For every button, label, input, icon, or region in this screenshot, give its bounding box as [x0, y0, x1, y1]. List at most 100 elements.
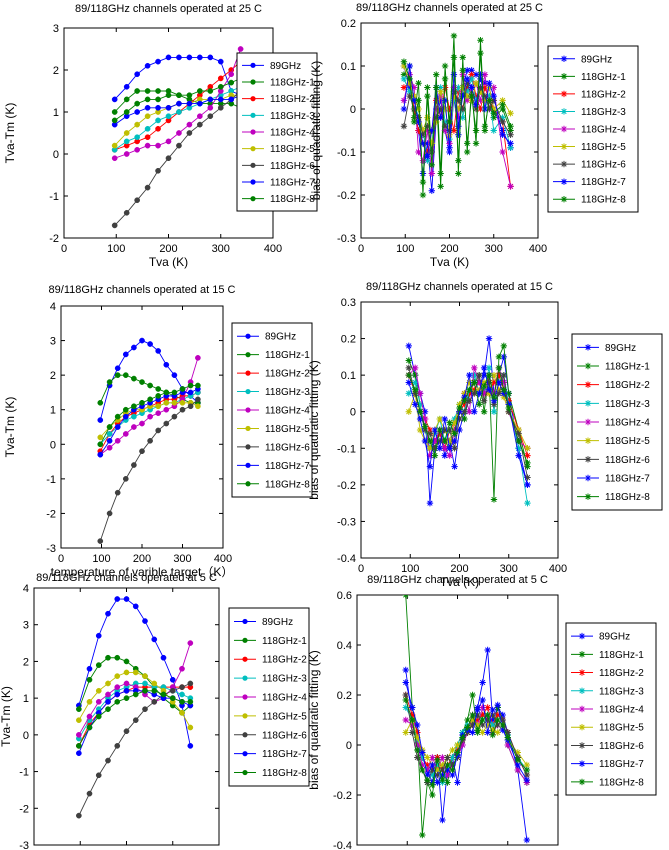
legend-item: 118GHz-8: [234, 768, 307, 779]
data-point: [490, 379, 498, 386]
legend-label: 118GHz-5: [265, 424, 310, 435]
data-point: [481, 92, 489, 100]
legend-marker: [245, 407, 251, 413]
data-point: [86, 676, 93, 683]
data-point: [415, 118, 422, 126]
data-point: [131, 375, 137, 382]
data-point: [471, 386, 478, 393]
data-point: [122, 476, 129, 482]
data-point: [441, 127, 449, 134]
data-point: [455, 170, 462, 177]
legend-label: 118GHz-5: [599, 723, 644, 734]
data-point: [446, 419, 453, 426]
data-point: [466, 408, 473, 415]
data-point: [122, 413, 129, 420]
data-point: [406, 62, 413, 70]
data-point: [406, 71, 413, 78]
data-point: [97, 538, 104, 544]
chart-title: 89/118GHz channels operated at 25 C: [356, 2, 543, 14]
data-point: [114, 372, 121, 378]
legend-marker: [250, 196, 256, 202]
legend-label: 118GHz-5: [262, 711, 307, 722]
legend-marker: [242, 618, 248, 625]
data-point: [144, 134, 151, 141]
data-point: [151, 636, 158, 643]
data-point: [144, 104, 151, 111]
legend-label: 118GHz-8: [270, 194, 315, 205]
data-point: [455, 97, 462, 104]
data-point: [464, 724, 471, 731]
data-point: [431, 445, 439, 452]
data-point: [426, 430, 434, 437]
legend-label: 118GHz-2: [599, 668, 644, 679]
data-point: [424, 157, 431, 164]
data-point: [439, 761, 446, 769]
data-point: [441, 62, 449, 70]
data-point: [111, 117, 118, 124]
data-point: [139, 337, 145, 344]
data-point: [132, 603, 139, 610]
data-point: [76, 717, 82, 724]
data-point: [500, 393, 508, 401]
data-point: [436, 445, 443, 452]
legend-item: 118GHz-1: [571, 650, 644, 661]
data-point: [477, 84, 484, 91]
legend-item: 118GHz-3: [577, 399, 650, 410]
y-tick-label: -0.3: [337, 516, 356, 528]
data-point: [461, 393, 468, 401]
data-point: [414, 754, 421, 761]
data-point: [476, 401, 483, 408]
data-point: [456, 401, 463, 408]
data-point: [481, 71, 489, 78]
legend-label: 118GHz-7: [605, 474, 650, 485]
legend-item: 118GHz-6: [242, 161, 315, 172]
data-point: [179, 665, 185, 672]
data-point: [490, 97, 497, 104]
data-point: [524, 452, 531, 459]
data-point: [122, 406, 129, 413]
data-point: [477, 75, 484, 83]
data-point: [485, 379, 493, 386]
data-point: [123, 596, 130, 602]
chart-title: 89/118GHz channels operated at 5 C: [367, 574, 548, 586]
data-point: [405, 408, 412, 415]
data-point: [139, 448, 145, 455]
data-point: [437, 97, 444, 104]
data-point: [410, 118, 418, 126]
data-point: [486, 80, 493, 87]
data-point: [456, 404, 463, 412]
y-tick-label: -0.4: [333, 840, 352, 850]
data-point: [207, 54, 214, 61]
data-point: [169, 687, 176, 694]
y-tick-label: -2: [19, 803, 29, 815]
legend-item: 118GHz-2: [234, 655, 307, 666]
legend-item: 118GHz-1: [577, 362, 650, 373]
data-point: [499, 716, 506, 724]
data-point: [414, 746, 421, 754]
data-point: [451, 437, 458, 445]
legend-label: 118GHz-6: [581, 160, 626, 171]
data-point: [105, 691, 111, 698]
data-point: [411, 371, 419, 379]
data-point: [464, 92, 471, 100]
data-point: [144, 62, 151, 69]
data-point: [217, 83, 224, 90]
legend-label: 118GHz-3: [262, 674, 307, 685]
data-point: [105, 706, 111, 713]
data-point: [490, 393, 498, 401]
data-point: [131, 403, 137, 410]
data-point: [142, 673, 148, 679]
data-point: [147, 396, 153, 403]
data-point: [165, 54, 172, 61]
data-point: [505, 408, 512, 415]
data-point: [461, 397, 468, 404]
data-point: [466, 390, 473, 397]
data-point: [471, 379, 478, 386]
data-point: [410, 92, 418, 100]
data-point: [97, 441, 104, 448]
data-point: [409, 711, 416, 719]
data-point: [163, 389, 170, 396]
data-point: [471, 390, 478, 397]
y-tick-label: 3: [53, 23, 59, 35]
